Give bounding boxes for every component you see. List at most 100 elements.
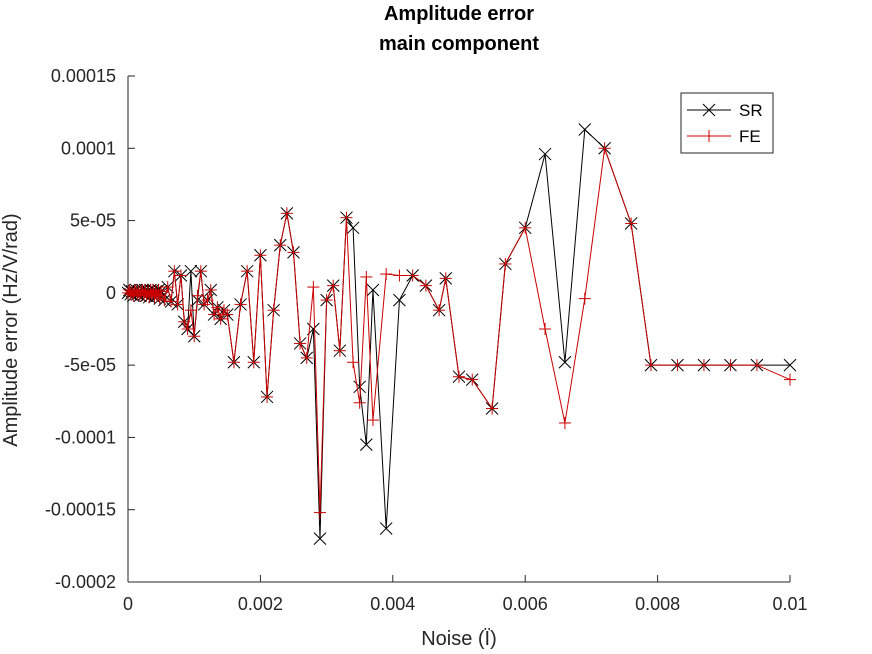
data-point-fe (784, 373, 796, 386)
data-point-fe (439, 272, 452, 285)
data-point-fe (724, 359, 737, 372)
data-point-fe (194, 265, 207, 278)
data-point-fe (313, 506, 326, 519)
data-point-fe (174, 269, 187, 282)
data-point-fe (519, 221, 532, 234)
data-point-fe (261, 390, 274, 403)
data-point-fe (178, 315, 191, 328)
legend-marker (703, 130, 715, 142)
legend-marker (702, 103, 716, 117)
y-axis-label: Amplitude error (Hz/V/rad) (0, 213, 22, 446)
data-point-fe (353, 396, 366, 409)
y-tick-label: -0.0001 (55, 427, 116, 447)
x-tick-label: 0.006 (503, 594, 548, 614)
data-point-fe (153, 292, 166, 305)
x-tick-label: 0.002 (238, 594, 283, 614)
data-point-fe (188, 330, 201, 343)
data-point-sr (578, 123, 592, 136)
data-point-fe (340, 211, 353, 224)
data-point-fe (347, 356, 360, 369)
data-point-sr (346, 221, 360, 235)
data-point-fe (327, 279, 340, 292)
data-point-fe (204, 283, 217, 296)
legend-label: FE (739, 127, 761, 146)
data-point-fe (254, 249, 267, 262)
data-point-fe (168, 265, 181, 278)
data-point-fe (161, 281, 174, 294)
chart-title-line-1: Amplitude error (384, 3, 534, 25)
data-point-fe (625, 217, 638, 230)
data-point-fe (558, 416, 571, 429)
y-tick-label: 0.00015 (51, 66, 116, 86)
series-fe (122, 142, 796, 519)
data-point-sr (353, 380, 367, 394)
y-tick-label: 0 (106, 283, 116, 303)
data-point-sr (783, 358, 797, 372)
legend: SR FE (680, 92, 774, 154)
y-tick-label: -5e-05 (64, 355, 116, 375)
data-point-fe (287, 246, 300, 259)
data-point-sr (393, 293, 406, 307)
data-point-fe (267, 304, 280, 317)
data-point-fe (380, 268, 393, 281)
data-point-fe (148, 291, 161, 304)
data-point-fe (208, 308, 221, 321)
data-point-fe (419, 279, 432, 292)
data-point-fe (152, 283, 165, 296)
data-point-fe (320, 294, 333, 307)
x-tick-label: 0.008 (635, 594, 680, 614)
plot-series (121, 123, 797, 545)
data-point-fe (184, 304, 197, 317)
data-point-fe (406, 269, 419, 282)
x-axis-label: Noise (Ï) (421, 628, 497, 650)
x-tick-label: 0 (123, 594, 133, 614)
data-point-fe (539, 323, 552, 335)
data-point-fe (280, 207, 293, 220)
data-point-fe (499, 257, 512, 270)
data-point-fe (214, 312, 227, 325)
data-point-fe (360, 270, 373, 283)
data-point-fe (201, 294, 214, 307)
data-point-fe (155, 285, 168, 298)
data-point-sr (366, 283, 380, 297)
data-point-fe (241, 265, 254, 278)
data-point-fe (366, 414, 379, 427)
axes (127, 76, 790, 583)
data-point-sr (558, 355, 572, 369)
data-point-fe (598, 142, 611, 155)
data-point-fe (300, 351, 313, 364)
y-tick-label: -0.0002 (55, 572, 116, 592)
data-point-fe (307, 281, 320, 294)
data-point-fe (453, 370, 465, 383)
data-point-fe (750, 359, 763, 372)
data-point-fe (466, 373, 479, 386)
legend-entry-fe: FE (687, 127, 761, 146)
y-tick-label: 0.0001 (61, 138, 116, 158)
data-point-fe (274, 239, 287, 252)
data-point-fe (578, 292, 591, 305)
data-point-fe (697, 359, 710, 372)
legend-entry-sr: SR (687, 101, 763, 120)
data-point-fe (644, 359, 657, 372)
data-point-sr (313, 532, 327, 545)
y-axis-ticks: -0.0002 -0.00015 -0.0001 -5e-05 0 5e-05 0.0001… (45, 66, 135, 592)
data-point-fe (433, 304, 446, 317)
y-tick-label: 5e-05 (70, 211, 116, 231)
legend-label: SR (739, 101, 763, 120)
data-point-fe (486, 402, 499, 415)
data-point-fe (158, 294, 171, 307)
legend-box (680, 92, 774, 154)
x-axis-ticks: 0 0.002 0.004 0.006 0.008 0.01 (123, 575, 808, 614)
data-point-fe (165, 295, 178, 308)
x-tick-label: 0.01 (772, 594, 807, 614)
data-point-fe (227, 356, 240, 369)
data-point-fe (171, 298, 184, 311)
data-point-sr (379, 522, 393, 535)
data-point-fe (221, 308, 234, 321)
data-point-fe (393, 269, 406, 282)
y-tick-label: -0.00015 (45, 500, 116, 520)
data-point-fe (247, 356, 260, 369)
data-point-sr (538, 147, 552, 161)
data-point-fe (191, 289, 204, 302)
